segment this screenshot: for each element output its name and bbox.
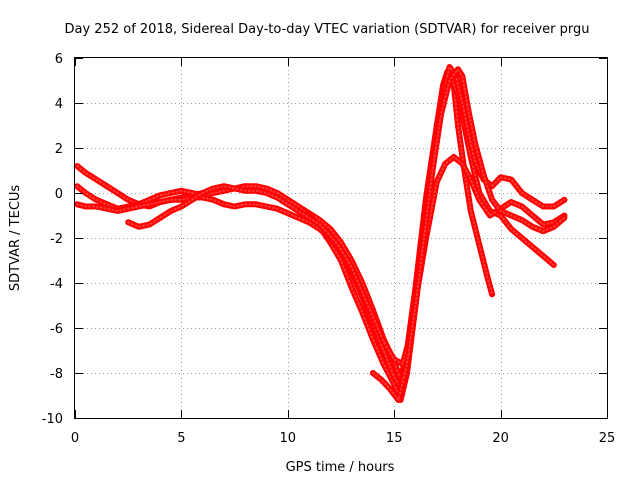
y-tick-label: 4 (55, 97, 63, 112)
x-tick-label: 15 (386, 431, 403, 446)
y-axis-label: SDTVAR / TECUs (8, 185, 23, 292)
y-tick-label: 2 (55, 142, 63, 157)
y-tick-label: -4 (50, 277, 63, 292)
y-tick-label: -6 (50, 322, 63, 337)
y-tick-label: -2 (50, 232, 63, 247)
chart-title: Day 252 of 2018, Sidereal Day-to-day VTE… (65, 22, 590, 37)
series-track-5-markers (371, 68, 566, 401)
series-track-5 (369, 66, 568, 403)
y-tick-label: 6 (55, 52, 63, 67)
x-tick-label: 5 (177, 431, 185, 446)
y-tick-label: -10 (42, 412, 63, 427)
x-axis-label: GPS time / hours (286, 460, 395, 475)
x-tick-label: 25 (599, 431, 616, 446)
x-tick-label: 20 (492, 431, 509, 446)
y-tick-label: -8 (50, 367, 63, 382)
data-series (74, 64, 568, 403)
y-tick-label: 0 (55, 187, 63, 202)
axis-ticks: 0 5 10 15 20 25 -10 -8 -6 -4 -2 0 2 4 6 (42, 52, 616, 446)
plot-frame (74, 57, 608, 419)
x-tick-label: 10 (280, 431, 297, 446)
x-tick-label: 0 (71, 431, 79, 446)
